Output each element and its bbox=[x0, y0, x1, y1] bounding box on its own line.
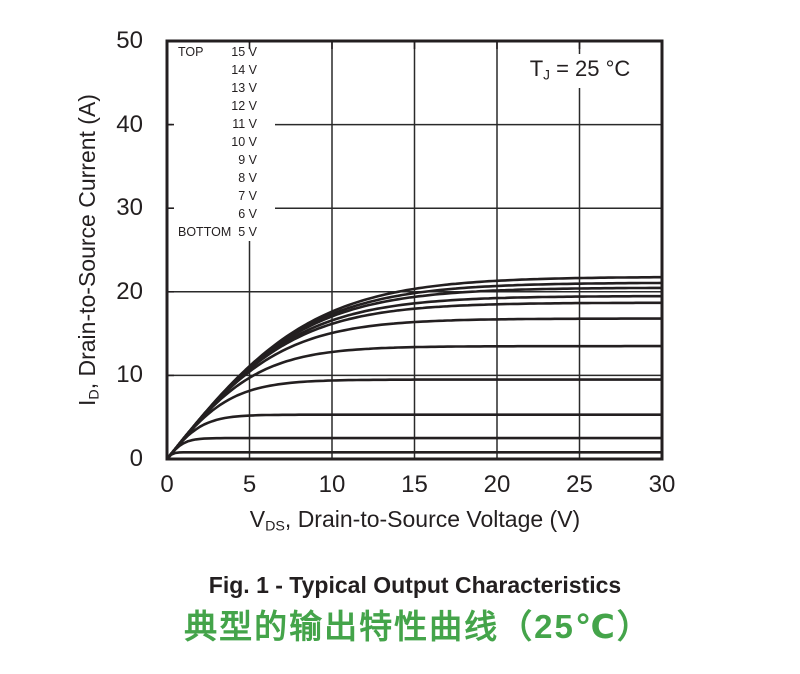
legend-row: 13 V bbox=[172, 79, 257, 97]
annotation-mask bbox=[502, 54, 658, 88]
legend-row: 12 V bbox=[172, 97, 257, 115]
curve-vgs---7-v bbox=[165, 413, 662, 460]
legend-gate-voltage: 5 V bbox=[238, 225, 257, 239]
legend-prefix: BOTTOM bbox=[178, 225, 232, 239]
legend-row: 14 V bbox=[172, 61, 257, 79]
legend-row: 8 V bbox=[172, 169, 257, 187]
y-tick-label: 50 bbox=[116, 27, 143, 54]
curve-vgs---10-v bbox=[165, 317, 662, 460]
legend-prefix: TOP bbox=[178, 45, 204, 59]
y-axis-title: ID, Drain-to-Source Current (A) bbox=[74, 94, 103, 406]
curve-vgs---9-v bbox=[165, 344, 662, 460]
curve-vgs---6-v bbox=[165, 436, 662, 460]
curve-vgs---8-v bbox=[165, 378, 662, 460]
legend-row: 7 V bbox=[172, 187, 257, 205]
legend-row: 6 V bbox=[172, 205, 257, 223]
legend-row: 11 V bbox=[172, 115, 257, 133]
y-tick-label: 10 bbox=[116, 361, 143, 389]
legend-mask bbox=[172, 43, 275, 241]
legend-gate-voltage: 14 V bbox=[231, 63, 257, 77]
curve-vgs---11-v bbox=[165, 301, 662, 460]
legend-gate-voltage: 9 V bbox=[238, 153, 257, 167]
x-tick-label: 25 bbox=[566, 471, 593, 498]
y-tick-label: 40 bbox=[116, 110, 143, 138]
legend-gate-voltage: 12 V bbox=[231, 99, 257, 113]
legend-gate-voltage: 8 V bbox=[238, 171, 257, 185]
figure-caption-chinese: 典型的输出特性曲线（25℃） bbox=[184, 608, 652, 645]
junction-temperature-annotation: TJ = 25 °C bbox=[529, 56, 631, 83]
x-tick-label: 15 bbox=[401, 471, 428, 498]
x-tick-label: 10 bbox=[318, 471, 346, 498]
y-tick-label: 30 bbox=[116, 194, 143, 222]
y-tick-label: 0 bbox=[129, 445, 143, 472]
x-tick-label: 5 bbox=[242, 471, 257, 498]
x-tick-label: 20 bbox=[483, 471, 511, 498]
x-tick-label: 30 bbox=[648, 471, 676, 498]
legend-row: BOTTOM 5 V bbox=[172, 223, 257, 241]
legend-gate-voltage: 15 V bbox=[231, 45, 257, 59]
y-tick-label: 20 bbox=[116, 277, 143, 305]
legend-row: 10 V bbox=[172, 133, 257, 151]
legend-row: 9 V bbox=[172, 151, 257, 169]
x-axis-title: VDS, Drain-to-Source Voltage (V) bbox=[249, 506, 581, 535]
legend-gate-voltage: 7 V bbox=[238, 189, 257, 203]
figure-caption-english: Fig. 1 - Typical Output Characteristics bbox=[208, 572, 622, 598]
legend-gate-voltage: 11 V bbox=[232, 117, 257, 131]
legend-row: TOP 15 V bbox=[172, 43, 257, 61]
curve-vgs---5-v bbox=[166, 451, 662, 460]
legend-gate-voltage: 6 V bbox=[238, 207, 257, 221]
gate-voltage-legend: TOP 15 V 14 V 13 V 12 V 11 V 10 V 9 V 8 V 7 V 6 V B… bbox=[172, 43, 275, 241]
legend-gate-voltage: 10 V bbox=[231, 135, 257, 149]
legend-gate-voltage: 13 V bbox=[231, 81, 257, 95]
x-tick-label: 0 bbox=[160, 471, 174, 498]
